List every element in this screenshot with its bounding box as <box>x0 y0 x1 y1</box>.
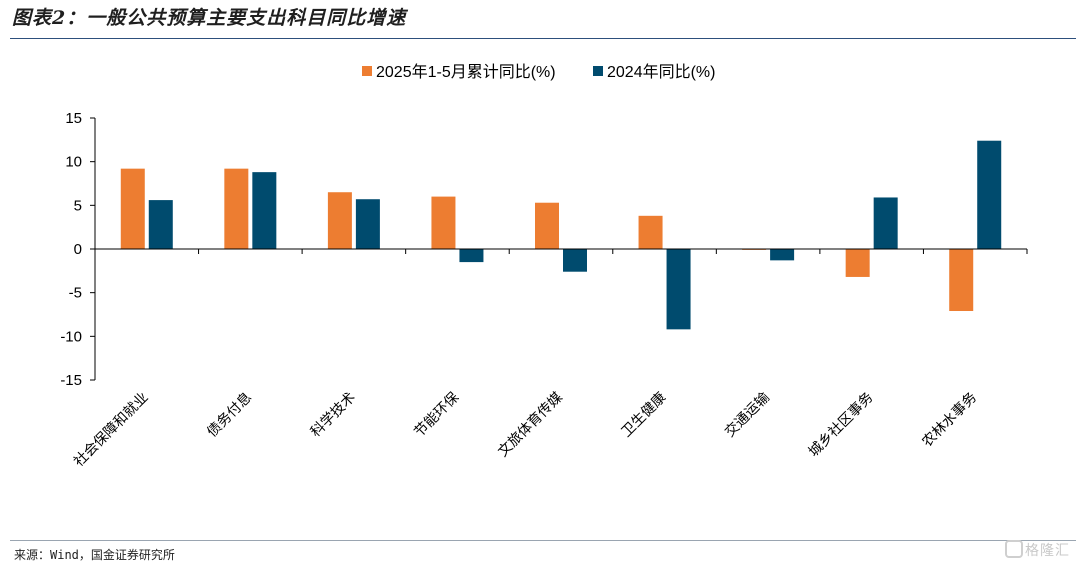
y-tick-label: 0 <box>74 241 82 258</box>
bar-series2-4 <box>563 249 587 272</box>
bar-series2-5 <box>666 249 691 330</box>
category-label: 卫生健康 <box>618 389 670 441</box>
bar-series2-3 <box>459 249 484 263</box>
source-note: 来源：Wind，国金证券研究所 <box>14 548 175 562</box>
legend-swatch-series2 <box>593 66 603 76</box>
category-label: 社会保障和就业 <box>71 390 152 471</box>
bar-series1-5 <box>638 215 663 249</box>
bar-series2-6 <box>770 249 795 261</box>
category-label: 文旅体育传媒 <box>495 390 566 461</box>
y-tick-label: 5 <box>74 197 82 214</box>
category-label: 债务付息 <box>204 389 256 441</box>
bar-series1-2 <box>327 192 352 249</box>
chart-title: 图表2：一般公共预算主要支出科目同比增速 <box>12 7 407 29</box>
bar-series2-8 <box>977 140 1002 249</box>
legend-swatch-series1 <box>362 66 372 76</box>
bars-group <box>120 140 1002 330</box>
y-tick-label: -5 <box>69 285 82 302</box>
bar-series1-7 <box>845 249 870 277</box>
bar-series2-2 <box>355 199 380 249</box>
category-label: 科学技术 <box>308 390 359 441</box>
y-axis: 15 10 5 0 -5 -10 -15 <box>60 110 96 389</box>
legend-label-series2: 2024年同比(%) <box>607 63 715 81</box>
category-label: 农林水事务 <box>919 390 980 451</box>
bar-series1-3 <box>431 196 456 249</box>
bar-series2-0 <box>148 200 173 249</box>
bar-series2-7 <box>873 197 898 249</box>
category-label: 交通运输 <box>721 389 773 441</box>
category-label: 节能环保 <box>411 390 462 441</box>
bar-series1-4 <box>535 202 559 249</box>
watermark: 格隆汇 <box>1005 540 1070 560</box>
x-axis: 社会保障和就业 债务付息 科学技术 节能环保 文旅体育传媒 卫生健康 交通运输 城乡社区事务农… <box>71 248 1028 471</box>
y-tick-label: -10 <box>60 328 82 345</box>
bar-series1-1 <box>224 168 249 249</box>
bar-series2-1 <box>252 172 277 249</box>
watermark-text: 格隆汇 <box>1025 543 1070 559</box>
legend: 2025年1-5月累计同比(%) 2024年同比(%) <box>362 63 715 81</box>
y-tick-label: -15 <box>60 372 82 389</box>
category-label: 城乡社区事务 <box>806 390 877 461</box>
title-divider <box>10 38 1076 39</box>
watermark-logo-icon <box>1005 540 1023 558</box>
y-tick-label: 15 <box>65 110 82 127</box>
y-tick-label: 10 <box>65 154 82 171</box>
bar-series1-8 <box>949 249 974 312</box>
bar-chart: 2025年1-5月累计同比(%) 2024年同比(%) 15 10 5 0 -5 -10 -1… <box>60 63 1028 471</box>
footer-divider <box>10 540 1076 541</box>
bar-series1-0 <box>120 168 145 249</box>
legend-label-series1: 2025年1-5月累计同比(%) <box>376 63 556 81</box>
